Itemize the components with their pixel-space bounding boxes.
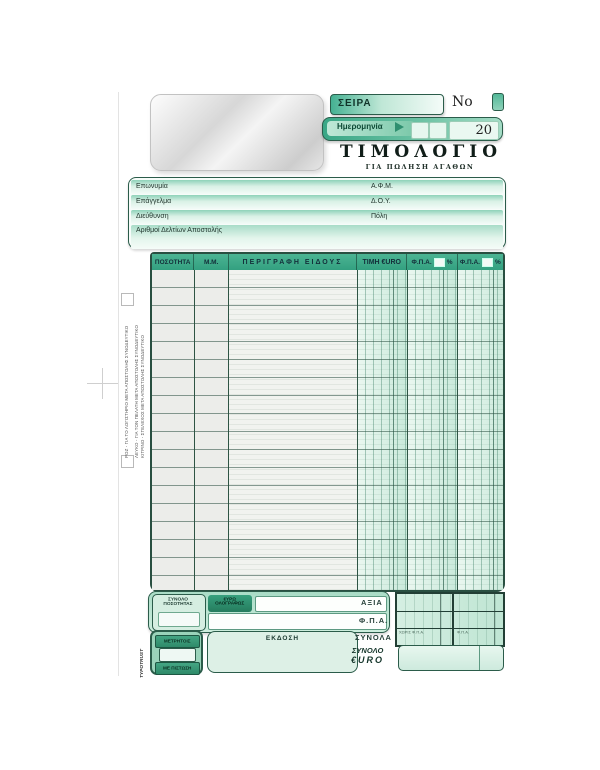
- payment-method-badge: ΜΕΤΡΗΤΟΙΣ ΜΕ ΠΙΣΤΩΣΗ: [150, 630, 203, 675]
- euro-in-words-tab: €ΥΡΩ ΟΛΟΓΡΑΦΩΣ: [208, 595, 252, 612]
- grand-total-label-2: €URO: [351, 655, 385, 665]
- margin-note-2-text: ΛΕΥΚΟ - ΓΙΑ ΤΟΝ ΠΕΛΑΤΗ ΜΕΤΑ ΑΠΟΣΤΟΛΗΣ ΣΥ…: [134, 325, 139, 458]
- issue-label: ΕΚΔΟΣΗ: [265, 635, 300, 642]
- totals-left-panel: ΣΥΝΟΛΟ ΠΟΣΟΤΗΤΑΣ €ΥΡΩ ΟΛΟΓΡΑΦΩΣ: [148, 591, 390, 633]
- totals-label: ΣΥΝΟΛΑ: [355, 633, 392, 642]
- printer-brand-text: TYPOTRUST: [139, 648, 145, 678]
- grand-total-divider: [479, 646, 480, 670]
- grand-total-label-1: ΣΥΝΟΛΟ: [352, 646, 384, 655]
- date-inner-panel: [327, 121, 415, 136]
- registration-square-bottom: [121, 455, 134, 468]
- customer-fields-block: Επωνυμία Α.Φ.Μ. Επάγγελμα Δ.Ο.Υ. Διεύθυν…: [128, 177, 506, 249]
- form-title: ΤΙΜΟΛΟΓΙΟ: [340, 142, 503, 162]
- quantity-total-label-2: ΠΟΣΟΤΗΤΑΣ: [163, 600, 193, 606]
- payment-credit-label: ΜΕ ΠΙΣΤΩΣΗ: [163, 664, 192, 671]
- totals-grid: ΧΩΡΙΣ Φ.Π.Α. Φ.Π.Α.: [395, 592, 505, 647]
- form-subtitle: ΓΙΑ ΠΩΛΗΣΗ ΑΓΑΘΩΝ: [365, 163, 475, 171]
- header-vat2-label: Φ.Π.Α.: [459, 258, 480, 266]
- field-row-profession: Επάγγελμα Δ.Ο.Υ.: [131, 195, 503, 209]
- quantity-total-label: ΣΥΝΟΛΟ ΠΟΣΟΤΗΤΑΣ: [153, 596, 203, 606]
- euro-in-words-line-2: [208, 613, 387, 630]
- quantity-total-blank: [158, 612, 200, 627]
- grid-line: [397, 628, 503, 629]
- header-unit: Μ.Μ.: [194, 254, 229, 270]
- value-label: ΑΞΙΑ: [361, 598, 383, 607]
- quantity-total-box: ΣΥΝΟΛΟ ΠΟΣΟΤΗΤΑΣ: [152, 594, 206, 631]
- header-vat1: Φ.Π.Α. %: [407, 254, 458, 270]
- euro-in-words-label-1: €ΥΡΩ: [223, 596, 236, 602]
- table-row-lines: [152, 270, 503, 590]
- quantity-total-label-1: ΣΥΝΟΛΟ: [167, 596, 188, 602]
- field-label-tax-office: Δ.Ο.Υ.: [371, 198, 391, 205]
- payment-check-box: [159, 648, 196, 662]
- field-label-city: Πόλη: [371, 213, 388, 220]
- year-prefix: 20: [475, 122, 492, 138]
- header-description: ΠΕΡΙΓΡΑΦΗ ΕΙΔΟΥΣ: [229, 254, 358, 270]
- registration-square-top: [121, 293, 134, 306]
- date-field: Ημερομηνία 20: [322, 117, 503, 141]
- header-vat1-label: Φ.Π.Α.: [411, 258, 432, 266]
- grid-subdivider: [494, 594, 495, 645]
- series-field: ΣΕΙΡΑ: [330, 94, 444, 115]
- field-row-delivery-notes: Αριθμοί Δελτίων Αποστολής: [131, 225, 503, 249]
- euro-in-words-label-2: ΟΛΟΓΡΑΦΩΣ: [215, 600, 245, 606]
- corner-tab: [492, 93, 504, 111]
- vat-label: Φ.Π.Α.: [359, 616, 389, 625]
- arrow-right-icon: [395, 122, 404, 132]
- vat1-rate-box: [433, 257, 445, 267]
- grid-subdivider: [440, 594, 441, 645]
- margin-note-3-text: ΚΙΤΡΙΝΟ - ΣΤΕΛΕΧΟΣ ΜΕΤΑ ΑΠΟΣΤΟΛΗΣ ΣΥΝΟΔΕ…: [140, 335, 145, 458]
- grid-line: [397, 611, 503, 612]
- field-row-name: Επωνυμία Α.Φ.Μ.: [131, 180, 503, 194]
- payment-cash-label: ΜΕΤΡΗΤΟΙΣ: [163, 637, 191, 644]
- margin-note-3: ΚΙΤΡΙΝΟ - ΣΤΕΛΕΧΟΣ ΜΕΤΑ ΑΠΟΣΤΟΛΗΣ ΣΥΝΟΔΕ…: [140, 335, 364, 470]
- margin-note-1-text: ΡΟΖ - ΓΙΑ ΤΟ ΛΟΓΙΣΤΗΡΙΟ ΜΕΤΑ ΑΠΟΣΤΟΛΗΣ Σ…: [124, 325, 129, 458]
- header-vat2-pct: %: [495, 258, 501, 266]
- items-table-header: ΠΟΣΟΤΗΤΑ Μ.Μ. ΠΕΡΙΓΡΑΦΗ ΕΙΔΟΥΣ ΤΙΜΗ €URO…: [152, 254, 503, 271]
- euro-in-words-line-1: [255, 596, 387, 612]
- registration-cross-v: [102, 368, 103, 399]
- payment-credit-bar: ΜΕ ΠΙΣΤΩΣΗ: [155, 662, 200, 675]
- grid-note-right: Φ.Π.Α.: [457, 630, 470, 635]
- euro-in-words-label: €ΥΡΩ ΟΛΟΓΡΑΦΩΣ: [208, 596, 251, 606]
- grid-divider: [452, 594, 454, 645]
- field-row-address: Διεύθυνση Πόλη: [131, 210, 503, 224]
- payment-cash-bar: ΜΕΤΡΗΤΟΙΣ: [155, 635, 200, 648]
- field-label-address: Διεύθυνση: [136, 213, 169, 220]
- vat2-rate-box: [482, 257, 493, 267]
- field-label-delivery-notes: Αριθμοί Δελτίων Αποστολής: [136, 227, 223, 234]
- grand-total-box: [398, 645, 504, 671]
- grid-note-left: ΧΩΡΙΣ Φ.Π.Α.: [399, 630, 425, 635]
- header-price: ΤΙΜΗ €URO: [357, 254, 408, 270]
- items-table-body: [152, 270, 503, 590]
- field-label-name: Επωνυμία: [136, 183, 168, 190]
- series-label: ΣΕΙΡΑ: [338, 98, 372, 109]
- date-year-box: 20: [449, 120, 499, 140]
- field-label-profession: Επάγγελμα: [136, 198, 172, 205]
- items-table: ΠΟΣΟΤΗΤΑ Μ.Μ. ΠΕΡΙΓΡΑΦΗ ΕΙΔΟΥΣ ΤΙΜΗ €URO…: [150, 252, 505, 592]
- header-vat1-pct: %: [446, 258, 453, 266]
- date-month-box: [429, 121, 447, 139]
- date-label: Ημερομηνία: [337, 122, 383, 131]
- header-quantity: ΠΟΣΟΤΗΤΑ: [152, 254, 195, 270]
- header-vat2: Φ.Π.Α. %: [458, 254, 503, 270]
- issue-box: ΕΚΔΟΣΗ: [207, 631, 358, 673]
- date-day-box: [411, 121, 429, 139]
- invoice-number-label: No: [452, 94, 473, 110]
- paper-edge: [118, 92, 119, 676]
- company-stamp-area: [150, 94, 324, 171]
- field-label-vat-id: Α.Φ.Μ.: [371, 183, 393, 190]
